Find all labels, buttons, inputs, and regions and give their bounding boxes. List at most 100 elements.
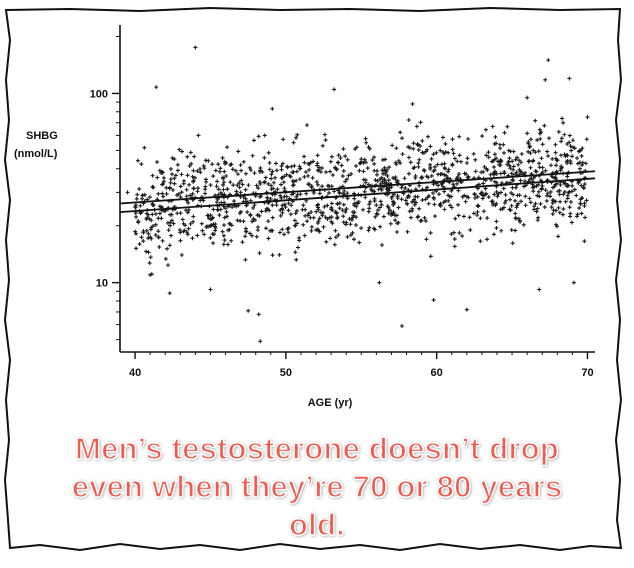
data-point: [345, 191, 350, 196]
data-point: [423, 197, 428, 202]
data-point: [485, 237, 490, 242]
data-point: [211, 174, 216, 179]
data-point: [369, 187, 374, 192]
data-point: [251, 216, 256, 221]
data-point: [551, 208, 556, 213]
data-point: [354, 163, 359, 168]
data-point: [420, 175, 425, 180]
data-point: [344, 206, 349, 211]
data-point: [237, 185, 242, 190]
data-point: [473, 196, 478, 201]
regression-line: [119, 170, 596, 205]
data-point: [175, 211, 180, 216]
data-point: [164, 185, 169, 190]
data-point: [457, 153, 462, 158]
data-point: [221, 223, 226, 228]
data-point: [526, 159, 531, 164]
data-point: [437, 192, 442, 197]
data-point: [286, 201, 291, 206]
data-point: [409, 215, 414, 220]
data-point: [513, 185, 518, 190]
data-point: [337, 190, 342, 195]
data-point: [482, 164, 487, 169]
data-point: [279, 164, 284, 169]
data-point: [255, 213, 260, 218]
data-point: [221, 233, 226, 238]
data-point: [558, 199, 563, 204]
data-point: [416, 161, 421, 166]
data-point: [567, 140, 572, 145]
data-point: [184, 208, 189, 213]
data-point: [148, 227, 153, 232]
data-point: [375, 212, 380, 217]
data-point: [461, 214, 466, 219]
data-point: [359, 157, 364, 162]
data-point: [195, 169, 200, 174]
data-point: [283, 205, 288, 210]
data-point: [181, 229, 186, 234]
data-point: [476, 204, 481, 209]
data-point: [567, 189, 572, 194]
data-point: [241, 219, 246, 224]
data-point: [258, 166, 263, 171]
data-point: [545, 191, 550, 196]
data-point: [274, 203, 279, 208]
data-point: [567, 76, 572, 81]
data-point: [518, 219, 523, 224]
data-point: [538, 131, 543, 136]
data-point: [213, 168, 218, 173]
data-point: [185, 154, 190, 159]
data-point: [252, 171, 257, 176]
data-point: [229, 238, 234, 243]
data-point: [579, 211, 584, 216]
data-point: [510, 241, 515, 246]
data-point: [335, 201, 340, 206]
data-point: [348, 233, 353, 238]
data-point: [395, 194, 400, 199]
data-point: [548, 189, 553, 194]
data-point: [413, 175, 418, 180]
data-point: [544, 198, 549, 203]
data-point: [426, 201, 431, 206]
data-point: [575, 212, 580, 217]
data-point: [563, 199, 568, 204]
data-point: [362, 189, 367, 194]
data-point: [213, 228, 218, 233]
data-point: [471, 151, 476, 156]
data-point: [291, 183, 296, 188]
data-point: [293, 211, 298, 216]
data-point: [294, 257, 299, 262]
data-point: [270, 169, 275, 174]
data-point: [220, 175, 225, 180]
data-point: [501, 142, 506, 147]
data-point: [244, 203, 249, 208]
data-point: [341, 214, 346, 219]
data-point: [381, 214, 386, 219]
data-point: [157, 168, 162, 173]
data-point: [551, 198, 556, 203]
data-point: [139, 162, 144, 167]
data-point: [391, 211, 396, 216]
data-point: [175, 168, 180, 173]
data-point: [526, 149, 531, 154]
data-point: [540, 170, 545, 175]
data-point: [188, 150, 193, 155]
data-point: [423, 219, 428, 224]
data-point: [178, 184, 183, 189]
data-point: [509, 171, 514, 176]
data-point: [513, 228, 518, 233]
data-point: [547, 136, 552, 141]
data-point: [508, 166, 513, 171]
data-point: [584, 198, 589, 203]
data-point: [192, 175, 197, 180]
data-point: [148, 255, 153, 260]
data-point: [343, 179, 348, 184]
data-point: [439, 162, 444, 167]
data-point: [300, 207, 305, 212]
data-point: [498, 171, 503, 176]
data-point: [387, 188, 392, 193]
data-point: [442, 189, 447, 194]
data-point: [233, 168, 238, 173]
data-point: [392, 200, 397, 205]
data-point: [310, 175, 315, 180]
